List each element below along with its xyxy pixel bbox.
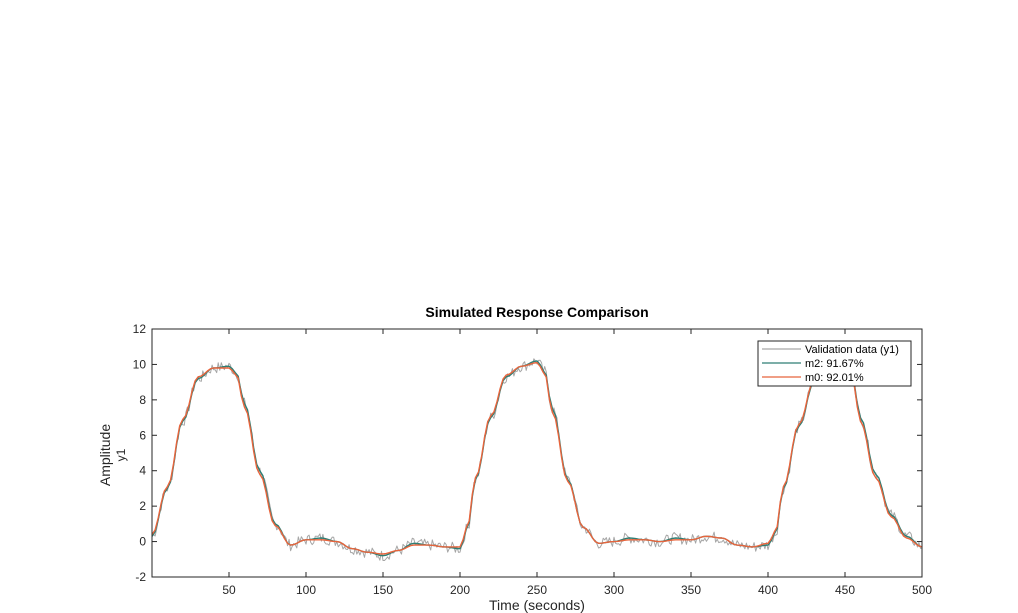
legend-label-2: m2: 91.67% bbox=[805, 358, 864, 370]
legend-label-3: m0: 92.01% bbox=[805, 372, 864, 384]
series-layer bbox=[151, 358, 923, 561]
x-tick-label: 350 bbox=[681, 583, 701, 597]
x-tick-label: 200 bbox=[450, 583, 470, 597]
y-tick-label: 4 bbox=[139, 464, 146, 478]
x-axis-title: Time (seconds) bbox=[489, 597, 585, 613]
x-axis: 50 100 150 200 250 300 350 400 450 500 bbox=[222, 329, 932, 597]
x-tick-label: 50 bbox=[222, 583, 236, 597]
y-tick-label: 6 bbox=[139, 428, 146, 442]
y-axis-title: Amplitude bbox=[97, 424, 113, 486]
y-tick-label: 12 bbox=[133, 322, 147, 336]
y-tick-label: 10 bbox=[133, 357, 147, 371]
y-tick-label: -2 bbox=[135, 570, 146, 584]
chart-title: Simulated Response Comparison bbox=[425, 304, 648, 320]
x-tick-label: 450 bbox=[835, 583, 855, 597]
x-tick-label: 300 bbox=[604, 583, 624, 597]
y-axis-subtitle: y1 bbox=[114, 448, 128, 461]
y-axis: -2 0 2 4 6 8 10 12 bbox=[133, 322, 922, 584]
x-tick-label: 400 bbox=[758, 583, 778, 597]
x-tick-label: 100 bbox=[296, 583, 316, 597]
legend[interactable]: Validation data (y1) m2: 91.67% m0: 92.01% bbox=[757, 340, 912, 387]
x-tick-label: 500 bbox=[912, 583, 932, 597]
y-tick-label: 2 bbox=[139, 499, 146, 513]
legend-label-1: Validation data (y1) bbox=[805, 344, 899, 356]
y-tick-label: 0 bbox=[139, 535, 146, 549]
y-tick-label: 8 bbox=[139, 393, 146, 407]
x-tick-label: 150 bbox=[373, 583, 393, 597]
series-line-3[interactable] bbox=[151, 362, 923, 555]
x-tick-label: 250 bbox=[527, 583, 547, 597]
